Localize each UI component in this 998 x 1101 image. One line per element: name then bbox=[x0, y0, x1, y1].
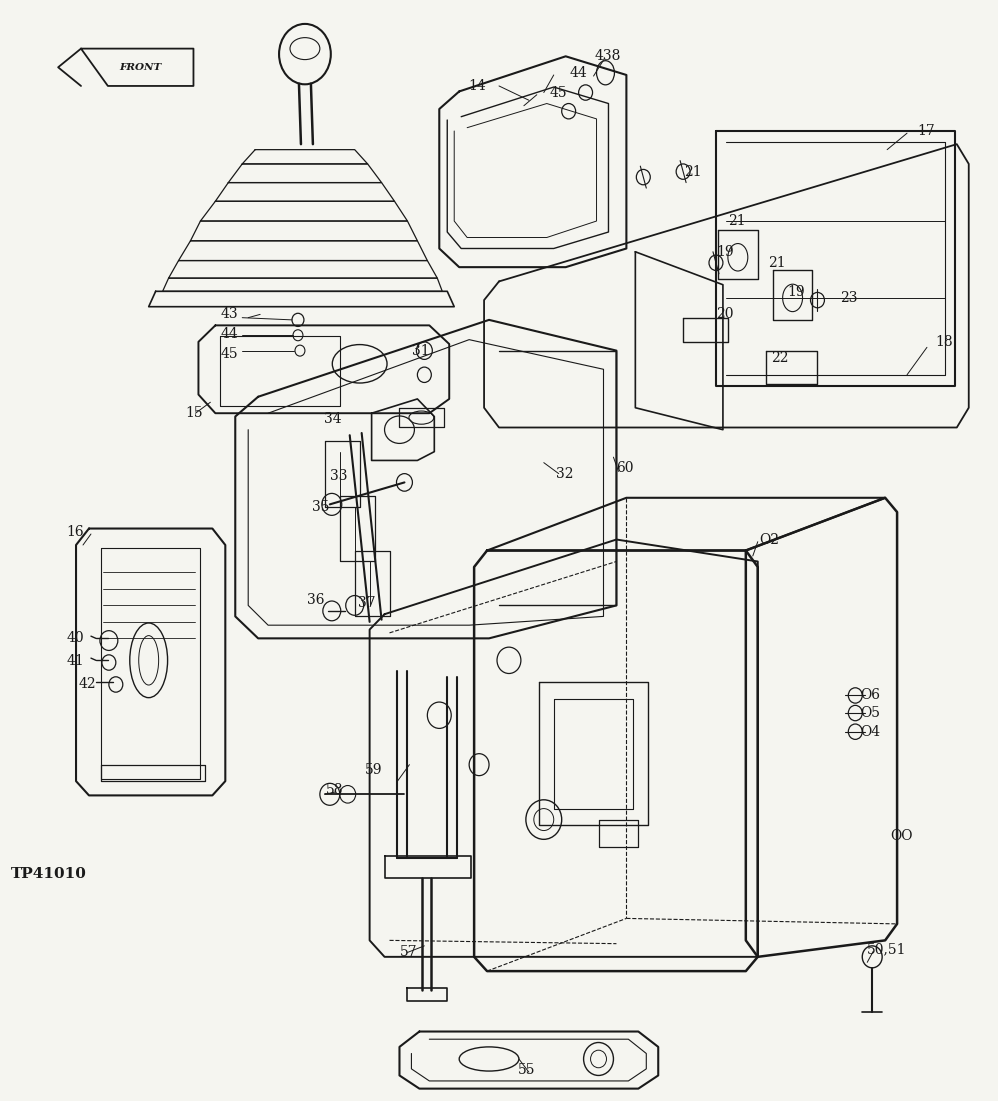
Text: 42: 42 bbox=[78, 677, 96, 691]
Text: 21: 21 bbox=[684, 165, 702, 178]
Text: 20: 20 bbox=[716, 307, 734, 321]
Text: 21: 21 bbox=[728, 214, 746, 228]
Text: 35: 35 bbox=[312, 500, 329, 513]
Text: 16: 16 bbox=[67, 525, 84, 538]
Text: 34: 34 bbox=[324, 412, 341, 426]
Text: 23: 23 bbox=[840, 291, 858, 305]
Text: O5: O5 bbox=[860, 706, 880, 720]
Text: 19: 19 bbox=[716, 244, 734, 259]
Text: OO: OO bbox=[890, 829, 912, 843]
Text: 32: 32 bbox=[556, 467, 573, 481]
Text: O2: O2 bbox=[759, 533, 779, 546]
Text: 43: 43 bbox=[221, 307, 239, 321]
Text: 45: 45 bbox=[550, 86, 568, 99]
Text: 60: 60 bbox=[617, 461, 634, 476]
Text: 58: 58 bbox=[325, 783, 343, 797]
Text: 31: 31 bbox=[412, 344, 430, 358]
Text: O4: O4 bbox=[860, 724, 880, 739]
Text: 14: 14 bbox=[468, 79, 486, 92]
Text: 17: 17 bbox=[917, 124, 935, 138]
Text: 59: 59 bbox=[364, 763, 382, 777]
Text: 57: 57 bbox=[399, 946, 417, 959]
Text: 15: 15 bbox=[186, 406, 204, 421]
Text: 36: 36 bbox=[307, 593, 324, 607]
Text: 50,51: 50,51 bbox=[867, 942, 907, 956]
Text: 44: 44 bbox=[221, 327, 239, 341]
Text: 40: 40 bbox=[67, 631, 84, 645]
Text: 33: 33 bbox=[330, 469, 347, 483]
Text: 37: 37 bbox=[357, 597, 375, 610]
Text: 19: 19 bbox=[787, 285, 805, 299]
Text: O6: O6 bbox=[860, 688, 880, 702]
Text: 18: 18 bbox=[935, 335, 952, 349]
Text: 22: 22 bbox=[770, 351, 788, 366]
Text: FRONT: FRONT bbox=[120, 63, 162, 72]
Text: 41: 41 bbox=[66, 654, 84, 668]
Text: 438: 438 bbox=[595, 50, 621, 63]
Text: TP41010: TP41010 bbox=[11, 868, 87, 882]
Text: 55: 55 bbox=[518, 1062, 536, 1077]
Text: 21: 21 bbox=[767, 255, 785, 270]
Text: 45: 45 bbox=[221, 347, 239, 361]
Text: 44: 44 bbox=[570, 66, 588, 79]
